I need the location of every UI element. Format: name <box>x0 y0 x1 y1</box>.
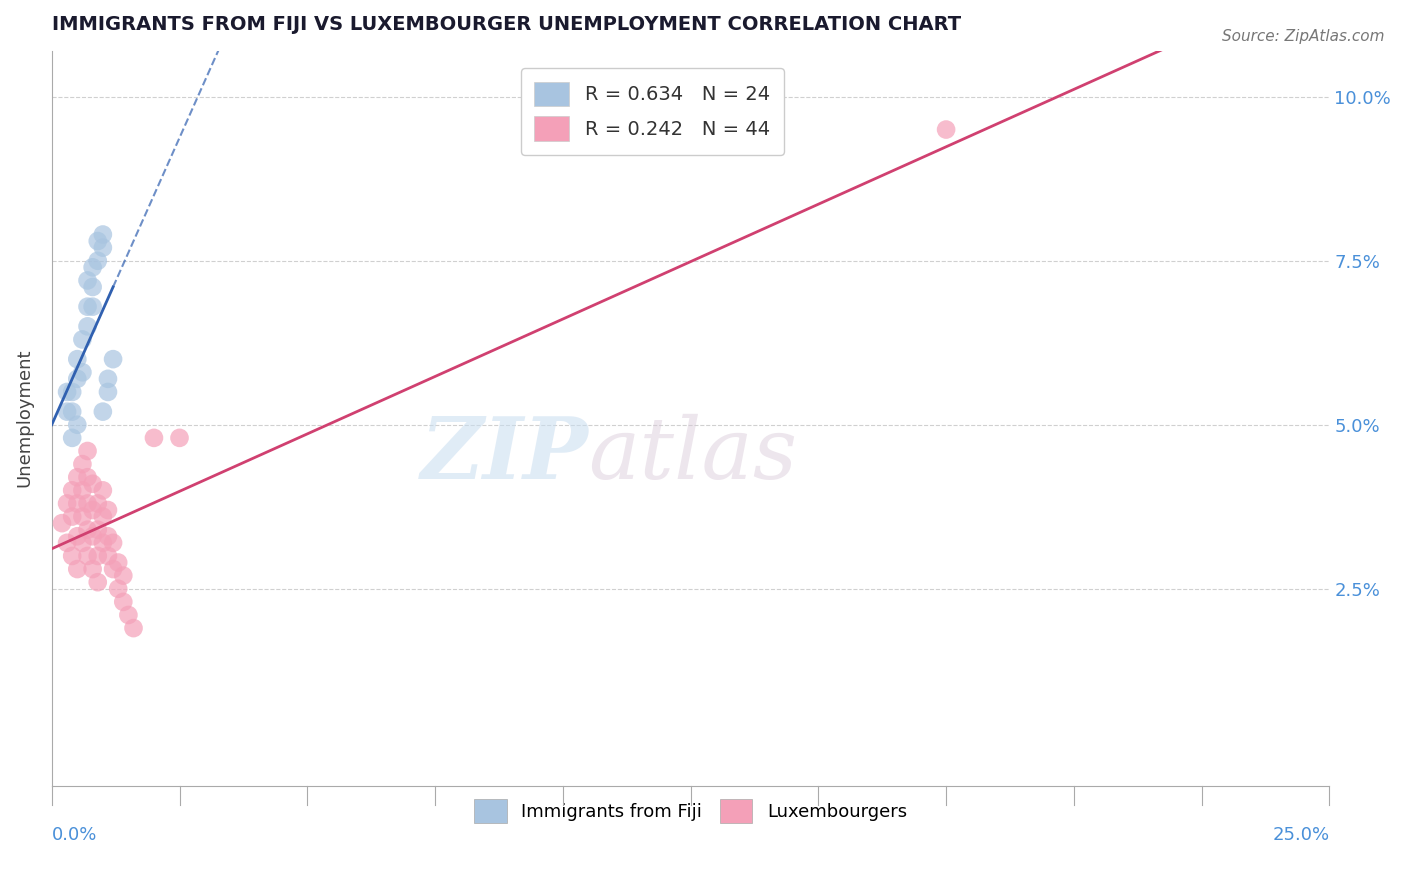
Point <box>60 384 83 399</box>
Point <box>143 431 166 445</box>
Point <box>97 372 120 386</box>
Point <box>76 273 98 287</box>
Point <box>72 509 94 524</box>
Point <box>91 241 114 255</box>
Text: IMMIGRANTS FROM FIJI VS LUXEMBOURGER UNEMPLOYMENT CORRELATION CHART: IMMIGRANTS FROM FIJI VS LUXEMBOURGER UNE… <box>52 15 960 34</box>
Point <box>87 523 110 537</box>
Point <box>72 365 94 379</box>
Point <box>169 431 191 445</box>
Point <box>122 621 145 635</box>
Point <box>72 536 94 550</box>
Point <box>82 260 104 275</box>
Point <box>117 607 139 622</box>
Point <box>97 503 120 517</box>
Point <box>72 333 94 347</box>
Text: 25.0%: 25.0% <box>1272 826 1330 844</box>
Point <box>107 582 129 596</box>
Point <box>72 483 94 498</box>
Point <box>82 476 104 491</box>
Point <box>112 568 135 582</box>
Point <box>935 122 957 136</box>
Point <box>87 496 110 510</box>
Point <box>76 444 98 458</box>
Point <box>91 227 114 242</box>
Point <box>56 384 79 399</box>
Point <box>91 404 114 418</box>
Point <box>87 253 110 268</box>
Text: atlas: atlas <box>588 414 797 496</box>
Point <box>66 470 89 484</box>
Point <box>97 549 120 563</box>
Point <box>51 516 73 530</box>
Point <box>82 280 104 294</box>
Point <box>76 496 98 510</box>
Point <box>97 529 120 543</box>
Point <box>76 523 98 537</box>
Point <box>66 352 89 367</box>
Point <box>76 470 98 484</box>
Point <box>82 562 104 576</box>
Point <box>72 457 94 471</box>
Point <box>60 404 83 418</box>
Point <box>97 384 120 399</box>
Point <box>60 431 83 445</box>
Point <box>60 509 83 524</box>
Point <box>101 536 124 550</box>
Point <box>66 529 89 543</box>
Point <box>82 503 104 517</box>
Point <box>60 549 83 563</box>
Point <box>56 496 79 510</box>
Point <box>60 483 83 498</box>
Point <box>87 575 110 590</box>
Point <box>112 595 135 609</box>
Point <box>66 417 89 432</box>
Point <box>66 372 89 386</box>
Point <box>101 352 124 367</box>
Point <box>87 234 110 248</box>
Point <box>66 562 89 576</box>
Point <box>91 536 114 550</box>
Point <box>91 483 114 498</box>
Point <box>56 404 79 418</box>
Point <box>91 509 114 524</box>
Point <box>101 562 124 576</box>
Point <box>82 529 104 543</box>
Point <box>66 496 89 510</box>
Point <box>76 300 98 314</box>
Text: Source: ZipAtlas.com: Source: ZipAtlas.com <box>1222 29 1385 44</box>
Point <box>107 556 129 570</box>
Text: ZIP: ZIP <box>420 413 588 497</box>
Point <box>76 319 98 334</box>
Point <box>87 549 110 563</box>
Point <box>56 536 79 550</box>
Point <box>76 549 98 563</box>
Legend: Immigrants from Fiji, Luxembourgers: Immigrants from Fiji, Luxembourgers <box>465 790 917 831</box>
Text: 0.0%: 0.0% <box>52 826 97 844</box>
Point <box>82 300 104 314</box>
Y-axis label: Unemployment: Unemployment <box>15 349 32 487</box>
